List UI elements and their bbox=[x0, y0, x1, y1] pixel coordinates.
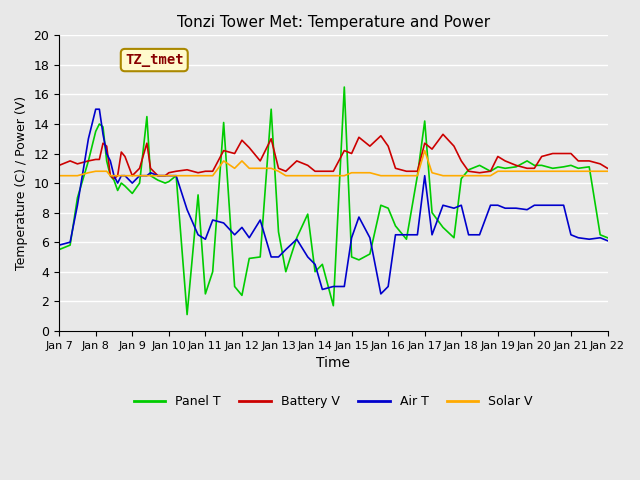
Battery V bbox=[439, 132, 447, 137]
Line: Solar V: Solar V bbox=[59, 151, 607, 176]
Panel T bbox=[183, 312, 191, 317]
Air T bbox=[494, 203, 502, 208]
Air T bbox=[92, 107, 100, 112]
Line: Battery V: Battery V bbox=[59, 134, 607, 179]
Battery V bbox=[604, 166, 611, 171]
Panel T bbox=[549, 166, 557, 171]
Battery V bbox=[494, 154, 502, 159]
Solar V bbox=[143, 173, 151, 179]
Panel T bbox=[450, 235, 458, 240]
Solar V bbox=[348, 170, 355, 176]
Air T bbox=[560, 203, 568, 208]
Panel T bbox=[421, 118, 429, 124]
Air T bbox=[549, 203, 557, 208]
Line: Air T: Air T bbox=[59, 109, 607, 294]
Battery V bbox=[560, 151, 568, 156]
Panel T bbox=[55, 247, 63, 252]
Battery V bbox=[567, 151, 575, 156]
Panel T bbox=[604, 235, 611, 240]
Line: Panel T: Panel T bbox=[59, 87, 607, 314]
Battery V bbox=[55, 162, 63, 168]
Solar V bbox=[245, 166, 253, 171]
Legend: Panel T, Battery V, Air T, Solar V: Panel T, Battery V, Air T, Solar V bbox=[129, 390, 538, 413]
Panel T bbox=[340, 84, 348, 90]
Air T bbox=[377, 291, 385, 297]
Text: TZ_tmet: TZ_tmet bbox=[125, 53, 184, 67]
Battery V bbox=[450, 143, 458, 149]
Title: Tonzi Tower Met: Temperature and Power: Tonzi Tower Met: Temperature and Power bbox=[177, 15, 490, 30]
Air T bbox=[567, 232, 575, 238]
Solar V bbox=[421, 148, 429, 154]
Air T bbox=[450, 205, 458, 211]
Battery V bbox=[413, 168, 421, 174]
Solar V bbox=[147, 173, 154, 179]
Battery V bbox=[110, 176, 118, 181]
Panel T bbox=[560, 164, 568, 170]
Solar V bbox=[549, 168, 557, 174]
X-axis label: Time: Time bbox=[316, 356, 350, 370]
Air T bbox=[421, 173, 429, 179]
Air T bbox=[55, 242, 63, 248]
Y-axis label: Temperature (C) / Power (V): Temperature (C) / Power (V) bbox=[15, 96, 28, 270]
Air T bbox=[604, 238, 611, 243]
Solar V bbox=[340, 173, 348, 179]
Panel T bbox=[494, 164, 502, 170]
Panel T bbox=[567, 162, 575, 168]
Solar V bbox=[55, 173, 63, 179]
Solar V bbox=[604, 168, 611, 174]
Battery V bbox=[549, 151, 557, 156]
